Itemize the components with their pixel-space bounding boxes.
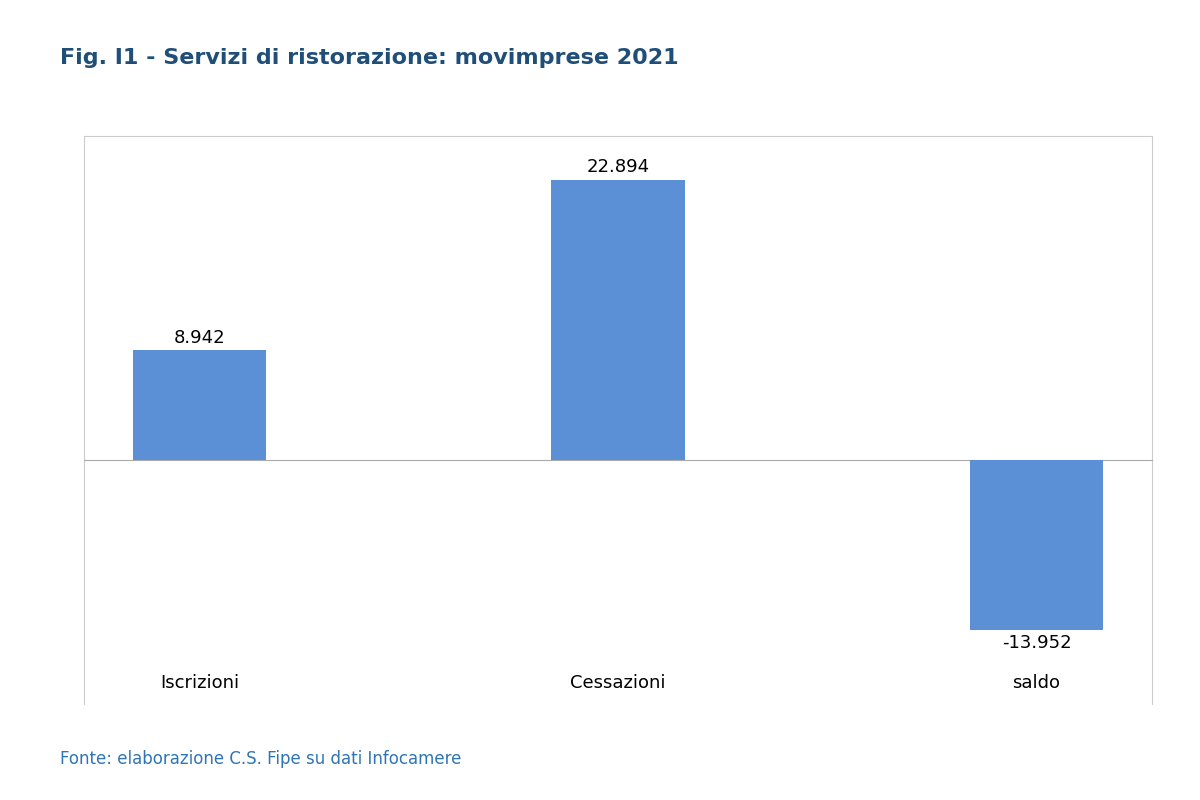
Text: -13.952: -13.952 [1002,634,1072,652]
Bar [551,180,685,460]
Text: 22.894: 22.894 [587,158,649,176]
Bar [132,350,266,460]
Text: Fonte: elaborazione C.S. Fipe su dati Infocamere: Fonte: elaborazione C.S. Fipe su dati In… [60,750,461,768]
Text: Fig. I1 - Servizi di ristorazione: movimprese 2021: Fig. I1 - Servizi di ristorazione: movim… [60,48,679,68]
Text: Iscrizioni: Iscrizioni [160,674,239,692]
Text: saldo: saldo [1013,674,1061,692]
Text: Cessazioni: Cessazioni [570,674,666,692]
Text: 8.942: 8.942 [174,329,226,347]
Bar [970,460,1104,630]
